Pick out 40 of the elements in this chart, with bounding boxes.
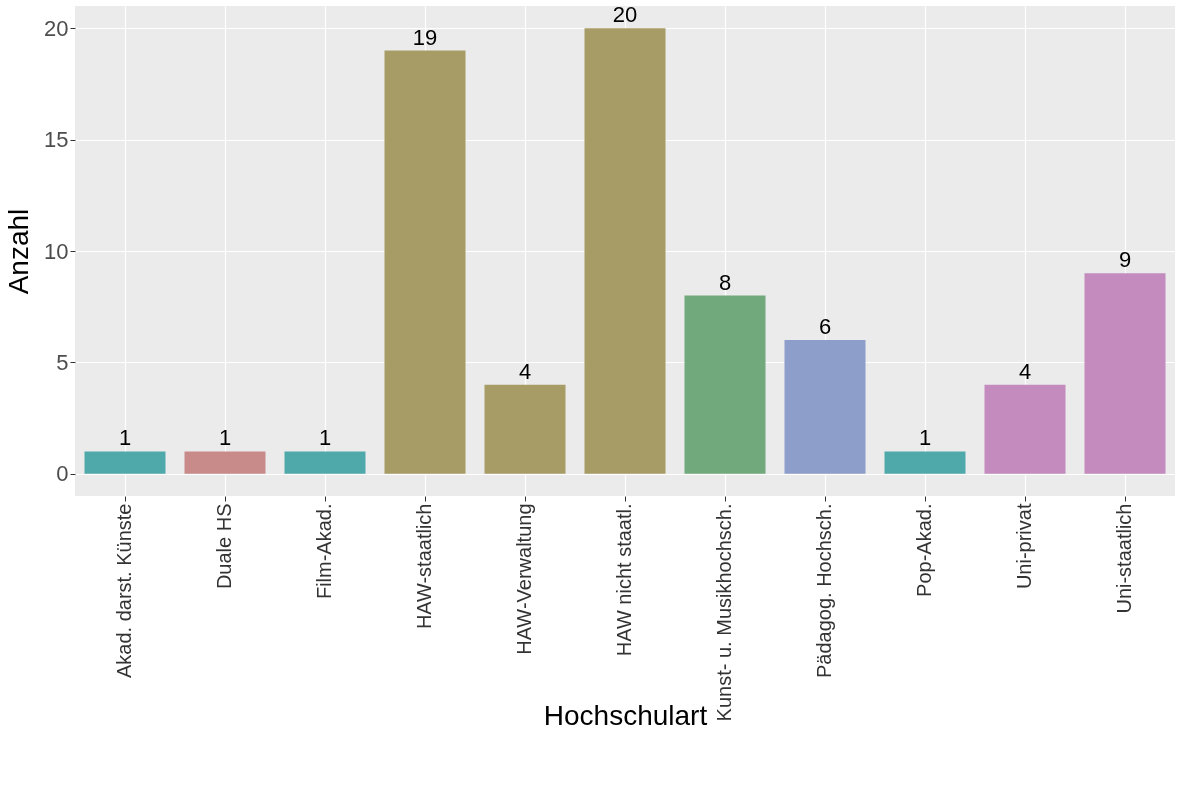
data-label: 20 bbox=[612, 2, 638, 28]
bar bbox=[584, 28, 666, 474]
x-tick-label: HAW-Verwaltung bbox=[513, 503, 535, 655]
bar bbox=[784, 340, 866, 474]
bar bbox=[884, 451, 966, 474]
y-tick-label: 15 bbox=[44, 127, 69, 153]
bar bbox=[984, 384, 1066, 474]
x-tick-label: Uni-privat bbox=[1013, 503, 1035, 590]
bar bbox=[684, 295, 766, 474]
x-tick-label: Duale HS bbox=[213, 503, 235, 590]
data-label: 4 bbox=[1018, 358, 1032, 384]
bar bbox=[284, 451, 366, 474]
data-label: 1 bbox=[918, 425, 932, 451]
data-label: 9 bbox=[1118, 247, 1132, 273]
x-tick-label: Pädagog. Hochsch. bbox=[813, 503, 835, 679]
x-tick-label: Akad. darst. Künste bbox=[113, 503, 135, 679]
data-label: 1 bbox=[318, 425, 332, 451]
bar bbox=[384, 50, 466, 474]
y-tick-label: 20 bbox=[44, 15, 69, 41]
y-axis-title: Anzahl bbox=[3, 208, 35, 295]
x-tick-label: Pop-Akad. bbox=[913, 503, 935, 597]
x-axis-title: Hochschulart bbox=[543, 699, 708, 731]
y-tick-label: 5 bbox=[56, 349, 69, 375]
bar bbox=[184, 451, 266, 474]
data-label: 1 bbox=[218, 425, 232, 451]
bar bbox=[84, 451, 166, 474]
data-label: 1 bbox=[118, 425, 132, 451]
y-tick-label: 10 bbox=[44, 238, 69, 264]
bar bbox=[1084, 273, 1166, 474]
y-tick-label: 0 bbox=[56, 461, 69, 487]
bar bbox=[484, 384, 566, 474]
x-tick-label: Film-Akad. bbox=[313, 503, 335, 600]
x-tick-label: HAW nicht staatl. bbox=[613, 503, 635, 657]
data-label: 19 bbox=[412, 24, 438, 50]
x-tick-label: Uni-staatlich bbox=[1113, 503, 1135, 614]
data-label: 8 bbox=[718, 269, 732, 295]
data-label: 4 bbox=[518, 358, 532, 384]
data-label: 6 bbox=[818, 314, 832, 340]
x-tick-label: HAW-staatlich bbox=[413, 503, 435, 630]
x-tick-label: Kunst- u. Musikhochsch. bbox=[713, 503, 735, 722]
